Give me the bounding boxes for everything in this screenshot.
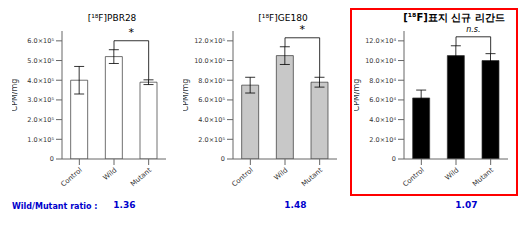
html-text:1.48: 1.48 (284, 200, 307, 210)
svg-text:2.0×10⁴: 2.0×10⁴ (369, 136, 396, 144)
svg-text:5.0×10⁵: 5.0×10⁵ (27, 57, 54, 65)
svg-text:1.0×10⁵: 1.0×10⁵ (27, 136, 54, 144)
svg-text:2.0×10⁵: 2.0×10⁵ (198, 136, 225, 144)
svg-text:12.0×10⁵: 12.0×10⁵ (194, 37, 225, 45)
svg-text:*: * (129, 26, 135, 39)
svg-text:10.0×10⁴: 10.0×10⁴ (365, 57, 396, 65)
html-text:[¹⁸F]GE180: [¹⁸F]GE180 (258, 13, 308, 23)
svg-text:4.0×10⁵: 4.0×10⁵ (198, 116, 225, 124)
svg-text:n.s.: n.s. (466, 25, 480, 34)
svg-text:*: * (300, 25, 306, 36)
svg-text:8.0×10⁵: 8.0×10⁵ (198, 77, 225, 85)
svg-text:Wild: Wild (444, 166, 461, 182)
svg-text:Mutant: Mutant (300, 166, 324, 188)
svg-text:Mutant: Mutant (129, 166, 153, 188)
svg-text:Wild: Wild (273, 166, 290, 182)
svg-text:CPM/mg: CPM/mg (183, 79, 190, 112)
svg-text:CPM/mg: CPM/mg (354, 79, 361, 112)
svg-text:Wild: Wild (102, 166, 119, 182)
svg-text:Control: Control (401, 166, 426, 188)
svg-text:12.0×10⁴: 12.0×10⁴ (365, 37, 396, 45)
svg-text:10.0×10⁵: 10.0×10⁵ (194, 57, 225, 65)
svg-text:2.0×10⁵: 2.0×10⁵ (27, 116, 54, 124)
svg-text:6.0×10⁴: 6.0×10⁴ (369, 96, 396, 104)
html-text:1.07: 1.07 (455, 200, 478, 210)
svg-text:3.0×10⁵: 3.0×10⁵ (27, 96, 54, 104)
svg-text:Mutant: Mutant (471, 166, 495, 188)
svg-text:0: 0 (50, 155, 54, 163)
svg-text:Control: Control (230, 166, 255, 188)
html-text:[¹⁸F]PBR28: [¹⁸F]PBR28 (87, 13, 137, 23)
html-text:[¹⁸F]표지 신규 리간드: [¹⁸F]표지 신규 리간드 (403, 12, 505, 23)
svg-text:0: 0 (392, 155, 396, 163)
svg-text:8.0×10⁴: 8.0×10⁴ (369, 77, 396, 85)
svg-text:Control: Control (59, 166, 84, 188)
html-text:Wild/Mutant ratio :: Wild/Mutant ratio : (12, 202, 98, 211)
svg-text:4.0×10⁴: 4.0×10⁴ (369, 116, 396, 124)
svg-text:4.0×10⁵: 4.0×10⁵ (27, 77, 54, 85)
svg-text:6.0×10⁵: 6.0×10⁵ (198, 96, 225, 104)
svg-text:6.0×10⁵: 6.0×10⁵ (27, 37, 54, 45)
svg-text:CPM/mg: CPM/mg (12, 79, 19, 112)
svg-text:0: 0 (221, 155, 225, 163)
html-text:1.36: 1.36 (113, 200, 136, 210)
